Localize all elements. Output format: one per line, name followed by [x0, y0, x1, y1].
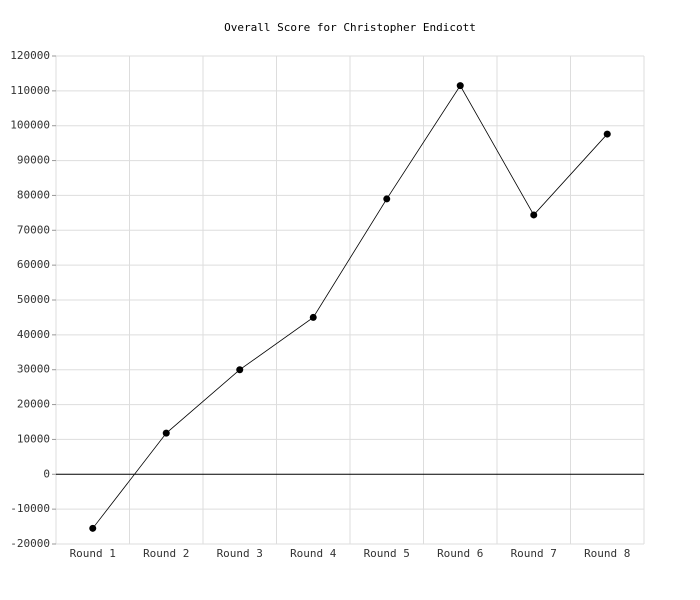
chart-title: Overall Score for Christopher Endicott — [224, 21, 476, 34]
point — [309, 313, 317, 321]
y-tick-label: 30000 — [17, 363, 50, 376]
x-tick-label: Round 1 — [70, 547, 116, 560]
point — [236, 366, 244, 374]
x-tick-label: Round 4 — [290, 547, 337, 560]
point — [603, 130, 611, 138]
point — [89, 524, 97, 532]
y-tick-label: 40000 — [17, 328, 50, 341]
x-tick-label: Round 2 — [143, 547, 189, 560]
y-tick-label: 80000 — [17, 188, 50, 201]
y-tick-label: -20000 — [10, 537, 50, 550]
y-tick-label: 0 — [43, 467, 50, 480]
point — [456, 82, 464, 90]
point — [383, 195, 391, 203]
y-tick-label: -10000 — [10, 502, 50, 515]
point — [530, 211, 538, 219]
x-tick-label: Round 7 — [511, 547, 557, 560]
line — [92, 84, 608, 529]
y-tick-label: 120000 — [10, 49, 50, 62]
y-tick-label: 10000 — [17, 432, 50, 445]
x-tick-label: Round 8 — [584, 547, 630, 560]
y-tick-label: 20000 — [17, 398, 50, 411]
y-tick-label: 110000 — [10, 84, 50, 97]
x-tick-label: Round 6 — [437, 547, 483, 560]
point — [162, 429, 170, 437]
x-tick-label: Round 3 — [217, 547, 263, 560]
y-tick-label: 70000 — [17, 223, 50, 236]
y-tick-label: 50000 — [17, 293, 50, 306]
y-tick-label: 60000 — [17, 258, 50, 271]
x-tick-label: Round 5 — [364, 547, 410, 560]
y-tick-label: 90000 — [17, 154, 50, 167]
y-tick-label: 100000 — [10, 119, 50, 132]
